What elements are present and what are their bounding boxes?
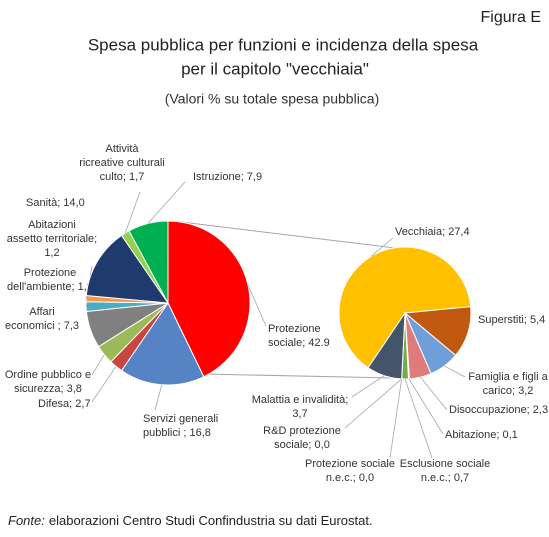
- slice-label: dell'ambiente; 1,9: [7, 281, 93, 293]
- leader-line: [344, 378, 402, 429]
- connector-line: [208, 373, 394, 379]
- slice-label: sociale; 42.9: [268, 337, 330, 349]
- slice-label: Ordine pubblico e: [5, 369, 91, 381]
- slice-label: Esclusione sociale: [400, 458, 491, 470]
- leader-line: [154, 384, 163, 411]
- pie-slice: [85, 234, 170, 304]
- slice-label: Affari: [29, 306, 54, 318]
- slice-label: Protezione: [268, 323, 321, 335]
- slice-label: assetto territoriale;: [7, 233, 97, 245]
- slice-label: Vecchiaia; 27,4: [395, 226, 470, 238]
- leader-line: [147, 181, 186, 224]
- leader-line: [91, 354, 105, 376]
- slice-label: pubblici ; 16,8: [143, 427, 211, 439]
- leader-line: [124, 191, 141, 234]
- leader-line: [404, 378, 433, 459]
- leader-line: [444, 365, 466, 378]
- slice-label: n.e.c.; 0,0: [326, 472, 374, 484]
- slice-label: Difesa; 2,7: [38, 398, 91, 410]
- slice-label: sociale; 0,0: [274, 439, 330, 451]
- slice-label: 3,7: [292, 408, 307, 420]
- leader-line: [408, 378, 444, 435]
- source: Fonte: elaborazioni Centro Studi Confindu…: [8, 513, 373, 528]
- slice-label: Superstiti; 5,4: [478, 314, 545, 326]
- leader-line: [247, 284, 267, 327]
- slice-label: Protezione sociale: [305, 458, 395, 470]
- slice-label: Sanità; 14,0: [26, 197, 85, 209]
- slice-label: Servizi generali: [143, 413, 218, 425]
- chart-title: per il capitolo "vecchiaia": [181, 59, 369, 78]
- slice-label: Malattia e invalidità;: [252, 394, 349, 406]
- slice-label: Abitazione; 0,1: [445, 429, 518, 441]
- slice-label: carico; 3,2: [483, 385, 534, 397]
- figure-label: Figura E: [481, 9, 541, 26]
- connector-line: [179, 221, 396, 249]
- leader-line: [370, 237, 394, 257]
- leader-line: [389, 378, 403, 459]
- source-prefix: Fonte:: [8, 513, 45, 528]
- slice-label: Protezione: [24, 267, 77, 279]
- source-text: elaborazioni Centro Studi Confindustria …: [49, 513, 373, 528]
- slice-label: culto; 1,7: [100, 171, 145, 183]
- slice-label: Famiglia e figli a: [468, 371, 548, 383]
- chart-subtitle: (Valori % su totale spesa pubblica): [165, 91, 380, 107]
- slice-label: economici ; 7,3: [5, 320, 79, 332]
- slice-label: ricreative culturali: [79, 157, 165, 169]
- leader-line: [351, 375, 385, 398]
- slice-label: sicurezza; 3,8: [14, 383, 82, 395]
- slice-label: 1,2: [44, 247, 59, 259]
- slice-label: Disoccupazione; 2,3: [449, 404, 548, 416]
- leader-line: [91, 366, 117, 403]
- slice-label: Abitazioni: [28, 219, 76, 231]
- chart-title: Spesa pubblica per funzioni e incidenza …: [88, 35, 479, 54]
- slice-label: Istruzione; 7,9: [193, 171, 262, 183]
- slice-label: n.e.c.; 0,7: [421, 472, 469, 484]
- slice-label: R&D protezione: [263, 425, 341, 437]
- slice-label: Attività: [105, 143, 139, 155]
- leader-line: [420, 376, 448, 411]
